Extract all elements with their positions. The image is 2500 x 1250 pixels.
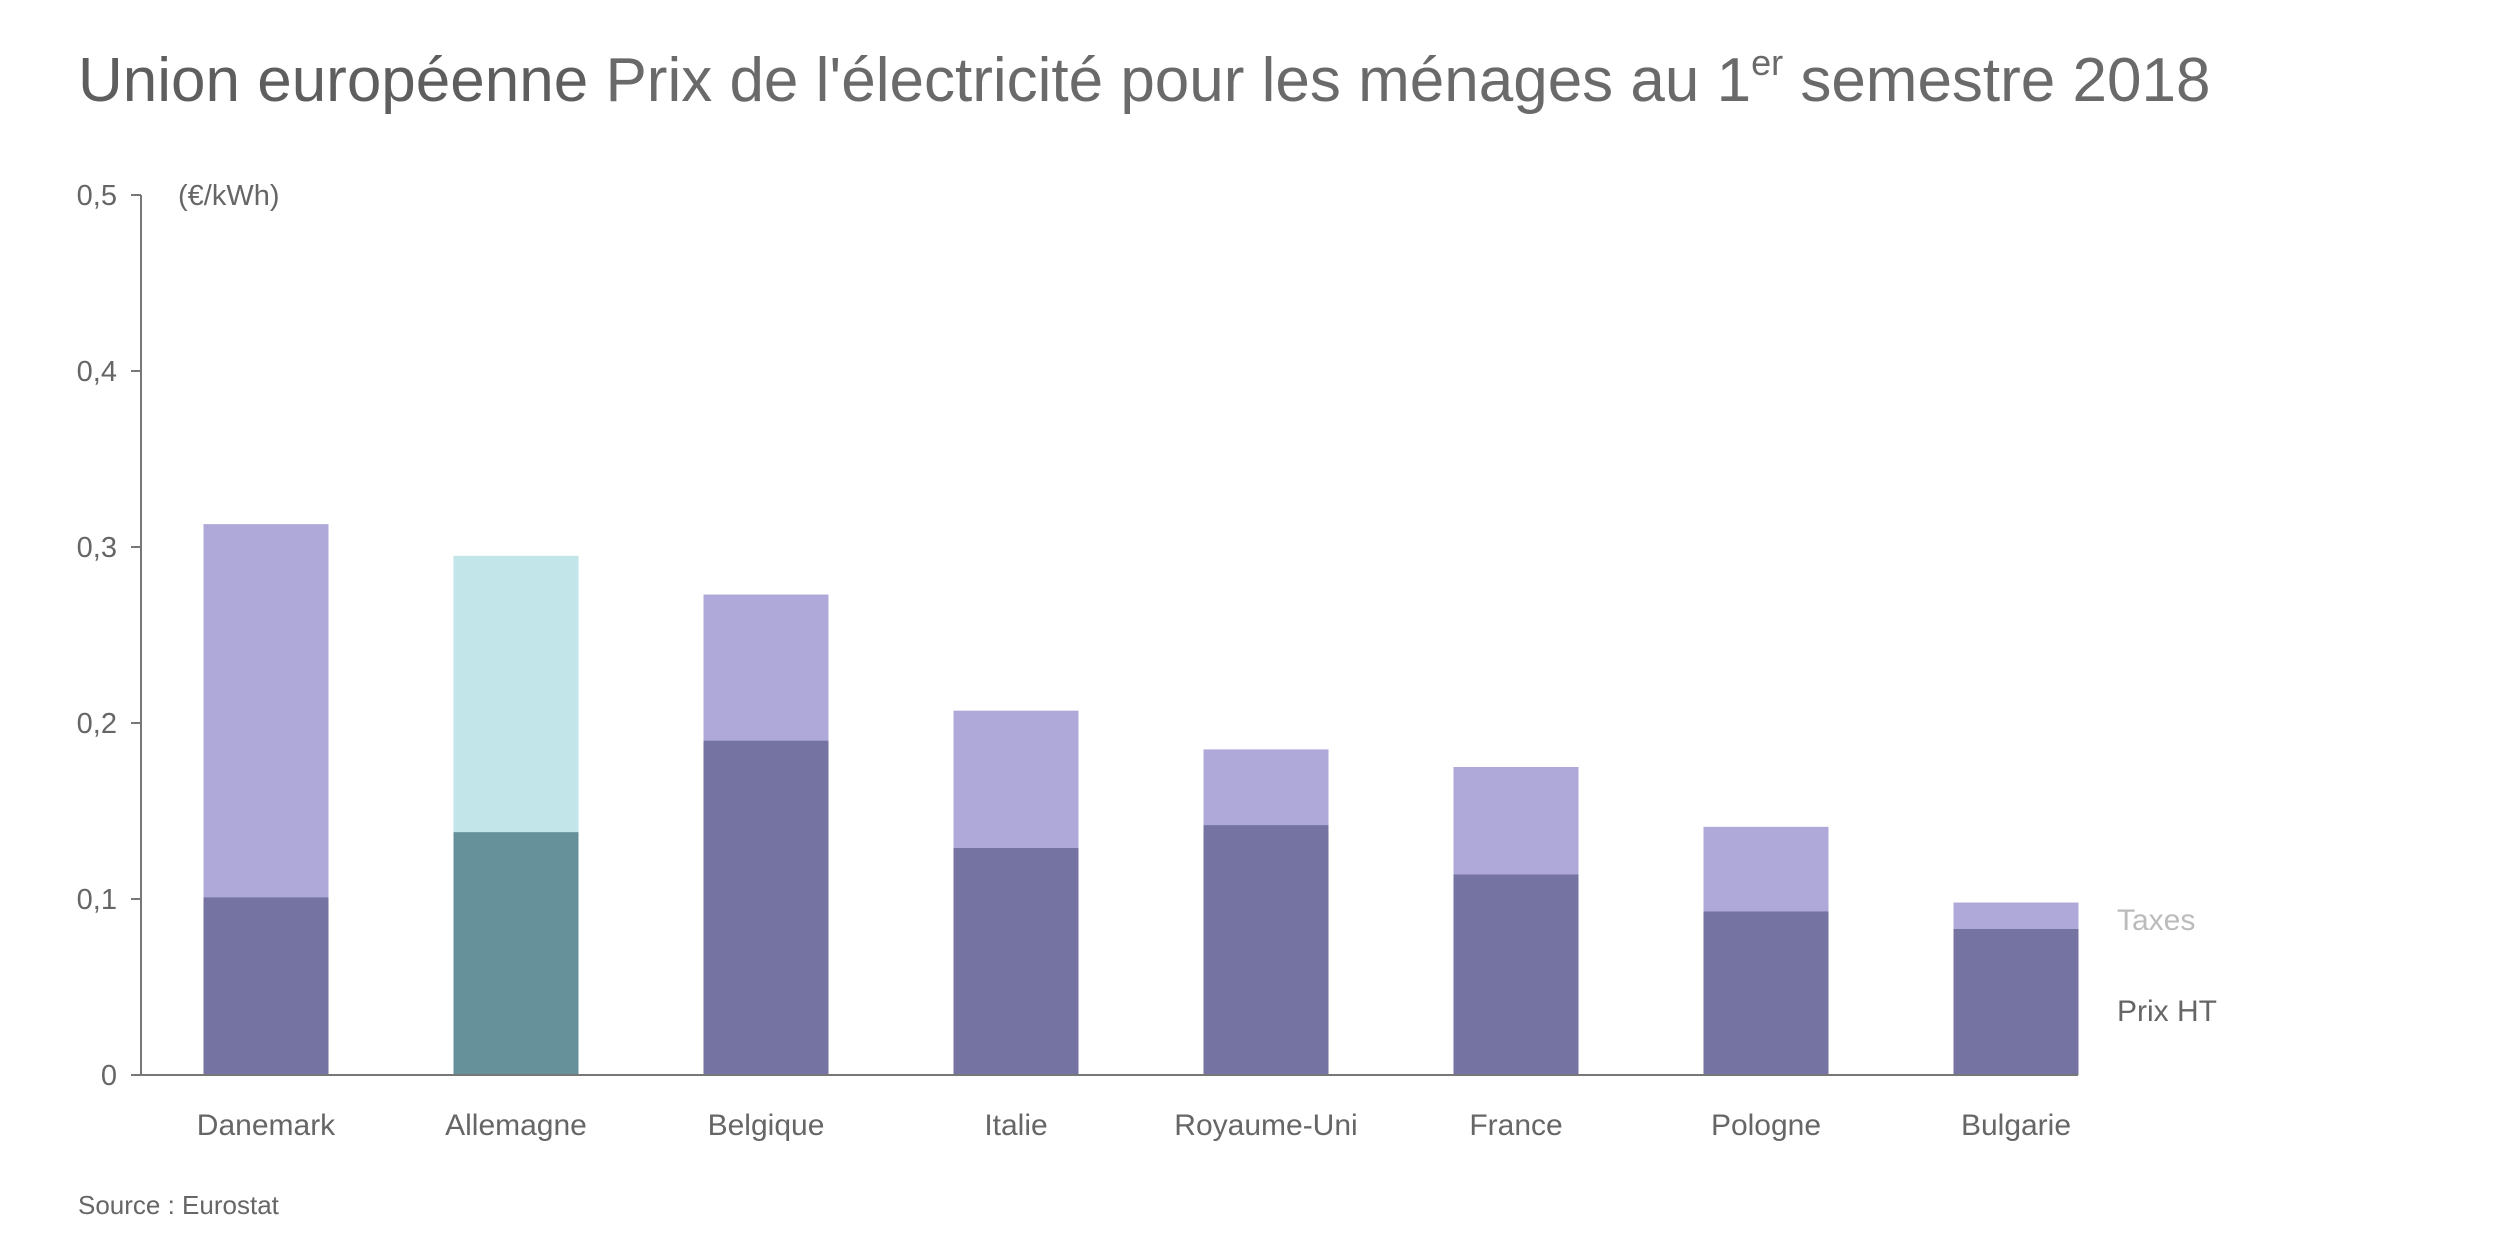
x-tick-label: Bulgarie [1961,1109,2071,1142]
bar-taxes [1453,767,1579,875]
bar-taxes [1203,749,1329,826]
legend-prix-ht: Prix HT [2117,995,2217,1028]
x-tick-label: Danemark [197,1109,336,1142]
bar-taxes [203,524,329,898]
y-tick-label: 0,5 [77,180,117,212]
bar-prix-ht [1453,874,1579,1075]
bar-taxes [1703,826,1829,912]
x-tick-label: Royaume-Uni [1174,1109,1357,1142]
title-bold: Union européenne [78,46,589,115]
title-end: semestre 2018 [1783,46,2211,115]
bar-prix-ht [1953,928,2079,1075]
x-tick-label: France [1469,1109,1562,1142]
y-tick-label: 0,4 [77,356,117,388]
x-tick-label: Belgique [708,1109,825,1142]
y-tick-label: 0,3 [77,532,117,564]
bar-prix-ht [703,740,829,1075]
x-tick-label: Allemagne [445,1109,587,1142]
source-note: Source : Eurostat [78,1190,279,1220]
bar-prix-ht [1203,825,1329,1075]
bar-prix-ht [1703,911,1829,1075]
x-tick-label: Pologne [1711,1109,1821,1142]
bar-prix-ht [453,832,579,1075]
bar-taxes [703,594,829,741]
bar-taxes [953,710,1079,848]
x-tick-label: Italie [984,1109,1047,1142]
legend-taxes: Taxes [2117,904,2195,937]
title-main: Prix de l'électricité pour les ménages a… [605,46,1752,115]
y-axis-unit: (€/kWh) [178,180,280,212]
y-tick-label: 0,2 [77,708,117,740]
y-tick-label: 0 [101,1060,117,1092]
bar-prix-ht [203,897,329,1075]
bar-taxes [1953,902,2079,929]
bar-prix-ht [953,847,1079,1075]
y-tick-label: 0,1 [77,884,117,916]
chart-title: Union européenne Prix de l'électricité p… [78,42,2210,116]
title-sup: er [1751,42,1784,83]
bar-taxes [453,555,579,833]
